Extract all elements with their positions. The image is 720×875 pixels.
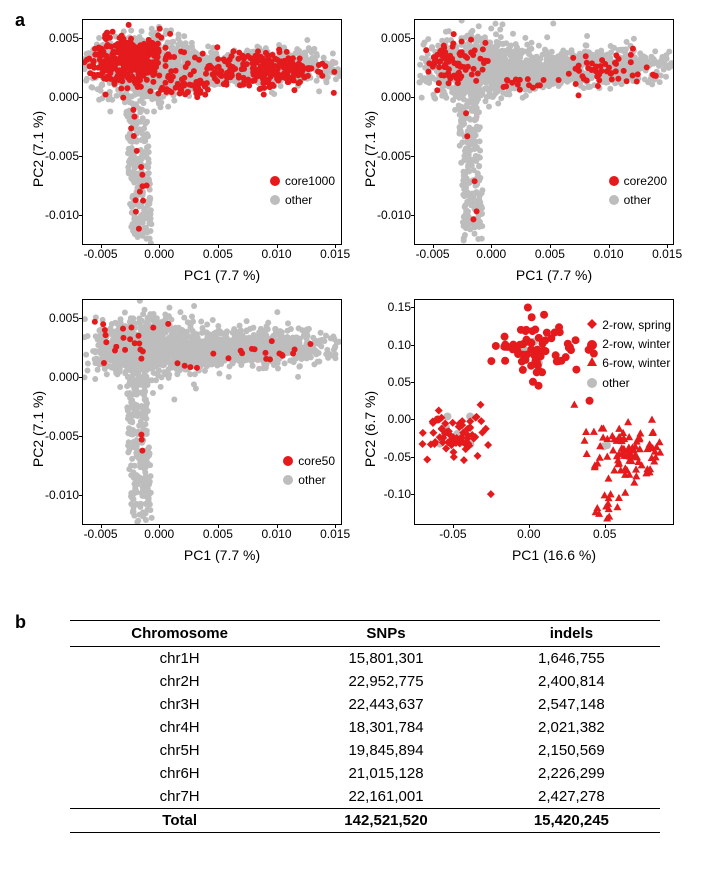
circle-icon (270, 176, 280, 186)
table-row: chr2H22,952,7752,400,814 (70, 670, 660, 693)
legend-label: other (624, 191, 651, 210)
legend: core50other (283, 452, 335, 490)
legend-label: other (602, 374, 629, 393)
circle-icon (587, 340, 597, 350)
circle-icon (283, 475, 293, 485)
y-axis-label: PC2 (7.1 %) (30, 111, 46, 187)
table-header: Chromosome (70, 621, 289, 647)
legend-label: other (298, 471, 325, 490)
x-axis-label: PC1 (7.7 %) (82, 547, 362, 563)
scatter-points (83, 300, 341, 524)
scatter-points (83, 20, 341, 244)
plot-core50: PC2 (7.1 %) core50other -0.0050.0000.005… (42, 295, 362, 563)
plots-grid: PC2 (7.1 %) core1000other -0.0050.0000.0… (42, 15, 702, 563)
plot-core1000: PC2 (7.1 %) core1000other -0.0050.0000.0… (42, 15, 362, 283)
circle-icon (609, 176, 619, 186)
y-axis-label: PC2 (7.1 %) (362, 111, 378, 187)
x-axis-label: PC1 (7.7 %) (82, 267, 362, 283)
circle-icon (609, 195, 619, 205)
table-row: chr3H22,443,6372,547,148 (70, 693, 660, 716)
scatter-points (415, 20, 673, 244)
circle-icon (587, 378, 597, 388)
table-row: chr4H18,301,7842,021,382 (70, 716, 660, 739)
legend-label: 6-row, winter (602, 354, 670, 373)
legend-item: 6-row, winter (587, 354, 671, 373)
legend-item: other (587, 374, 671, 393)
legend-item: core50 (283, 452, 335, 471)
legend-label: other (285, 191, 312, 210)
legend: core200other (609, 172, 667, 210)
panel-a-label: a (15, 10, 25, 31)
figure-container: a b PC2 (7.1 %) core1000other -0.0050.00… (0, 0, 720, 875)
plot-row-type: PC2 (6.7 %) 2-row, spring2-row, winter6-… (374, 295, 694, 563)
legend-label: core200 (624, 172, 667, 191)
x-axis-label: PC1 (7.7 %) (414, 267, 694, 283)
circle-icon (283, 456, 293, 466)
legend-item: other (283, 471, 335, 490)
plot-core200: PC2 (7.1 %) core200other -0.0050.0000.00… (374, 15, 694, 283)
legend-label: 2-row, winter (602, 335, 670, 354)
triangle-icon (587, 354, 597, 373)
table-total-row: Total142,521,52015,420,245 (70, 809, 660, 833)
circle-icon (270, 195, 280, 205)
legend-item: 2-row, spring (587, 316, 671, 335)
panel-b-label: b (15, 612, 26, 633)
y-axis-label: PC2 (6.7 %) (362, 391, 378, 467)
data-table: ChromosomeSNPsindels chr1H15,801,3011,64… (70, 620, 660, 833)
table-row: chr1H15,801,3011,646,755 (70, 647, 660, 671)
plot-box: core1000other -0.0050.0000.0050.0100.015… (82, 19, 342, 245)
table-row: chr5H19,845,8942,150,569 (70, 739, 660, 762)
plot-box: 2-row, spring2-row, winter6-row, wintero… (414, 299, 674, 525)
legend-label: core1000 (285, 172, 335, 191)
legend-item: other (609, 191, 667, 210)
legend-item: core1000 (270, 172, 335, 191)
legend-label: 2-row, spring (602, 316, 671, 335)
diamond-icon (587, 316, 597, 335)
legend-item: 2-row, winter (587, 335, 671, 354)
y-axis-label: PC2 (7.1 %) (30, 391, 46, 467)
table-row: chr6H21,015,1282,226,299 (70, 762, 660, 785)
table-header: indels (483, 621, 660, 647)
table-header: SNPs (289, 621, 482, 647)
legend: 2-row, spring2-row, winter6-row, wintero… (587, 316, 671, 393)
legend-label: core50 (298, 452, 335, 471)
table-row: chr7H22,161,0012,427,278 (70, 785, 660, 809)
x-axis-label: PC1 (16.6 %) (414, 547, 694, 563)
legend: core1000other (270, 172, 335, 210)
variant-table: ChromosomeSNPsindels chr1H15,801,3011,64… (70, 620, 660, 833)
plot-box: core200other -0.0050.0000.0050.0100.015-… (414, 19, 674, 245)
legend-item: core200 (609, 172, 667, 191)
legend-item: other (270, 191, 335, 210)
plot-box: core50other -0.0050.0000.0050.0100.015-0… (82, 299, 342, 525)
